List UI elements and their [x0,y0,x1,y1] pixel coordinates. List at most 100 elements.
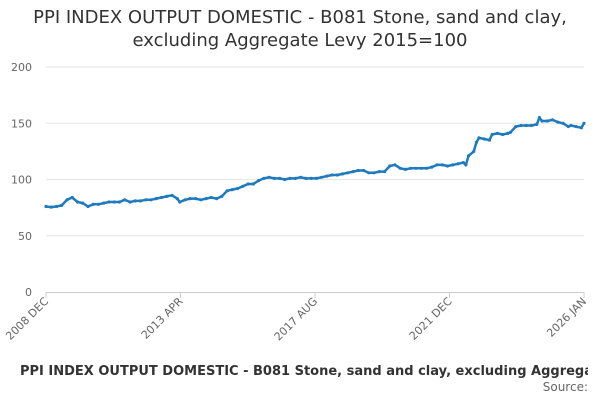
x-tick-label: 2013 APR [139,295,186,342]
gridlines [46,66,584,237]
y-tick-label: 0 [25,286,32,299]
data-point [561,121,565,125]
data-point [178,200,182,204]
data-point [241,184,245,188]
y-tick-label: 50 [18,230,32,243]
data-point [159,195,164,200]
data-point [299,175,303,179]
data-point [225,189,229,193]
data-point [537,116,542,120]
data-point [288,176,292,180]
data-point [335,173,339,177]
data-point [133,199,137,203]
data-point [44,204,48,209]
x-axis-ticks: 2008 DEC 2013 APR 2017 AUG 2021 DEC 2026 JAN [3,292,589,343]
data-point [49,205,53,209]
data-point [272,176,276,180]
chart-title-line-2: excluding Aggregate Levy 2015=100 [132,30,468,51]
data-point [65,198,69,202]
x-tick-label: 2026 JAN [544,295,589,340]
data-point [188,197,192,201]
data-point [351,170,355,174]
data-point [304,176,308,180]
data-point [325,174,329,178]
data-point [382,170,387,174]
data-point [314,176,318,180]
data-point [424,166,429,170]
data-point [278,176,282,180]
data-point [519,123,523,128]
data-point [165,194,169,198]
data-point [199,198,203,202]
data-point [367,171,371,175]
data-point [112,200,116,204]
data-point [257,179,261,183]
data-point [362,168,366,173]
data-point [495,131,499,135]
data-point [170,193,174,197]
data-point [529,123,534,128]
data-point [194,197,198,201]
data-point [451,163,455,167]
data-point [144,198,148,202]
footer-caption: PPI INDEX OUTPUT DOMESTIC - B081 Stone, … [0,364,588,379]
data-point [409,166,413,170]
data-point [419,166,423,170]
data-point [341,172,345,176]
data-point [393,163,397,167]
data-point [487,138,492,142]
data-point [461,161,465,165]
data-point [54,204,59,209]
data-point [220,194,224,198]
chart-title: PPI INDEX OUTPUT DOMESTIC - B081 Stone, … [0,6,600,52]
data-point [482,137,486,141]
x-tick-label: 2017 AUG [272,295,321,344]
data-point [566,125,570,129]
data-point [320,175,324,179]
data-point [230,188,234,192]
data-point [579,126,584,130]
data-point [514,125,518,129]
data-point [154,197,158,201]
data-point [309,176,313,180]
data-point [466,154,471,158]
data-point [283,177,287,182]
data-point [117,200,122,204]
y-axis-ticks: 0 50 100 150 200 [11,61,32,299]
data-point [346,171,350,175]
data-point [262,176,266,180]
data-point [535,122,539,126]
data-point [75,200,80,204]
data-point [574,125,578,129]
series-points [44,116,586,209]
data-point [251,182,255,186]
series-line [45,116,586,209]
data-point [540,119,544,123]
data-point [356,168,360,173]
data-point [556,120,560,124]
data-point [398,166,402,170]
data-point [330,173,334,177]
data-point [474,140,478,144]
data-point [508,130,513,134]
data-point [96,202,101,206]
footer-caption-text: PPI INDEX OUTPUT DOMESTIC - B081 Stone, … [20,364,588,379]
data-point [550,118,555,122]
data-point [128,200,132,204]
data-point [91,202,95,206]
data-point [372,171,376,175]
data-point [102,201,106,205]
data-point [403,167,408,171]
data-point [267,175,271,179]
data-point [501,132,505,137]
data-point [60,203,64,207]
data-point [569,123,573,128]
data-point [293,176,297,180]
data-point [524,123,528,128]
data-point [477,136,481,140]
chart-title-line-1: PPI INDEX OUTPUT DOMESTIC - B081 Stone, … [33,7,567,28]
data-point [414,166,418,170]
data-point [70,195,74,200]
data-point [204,197,208,201]
